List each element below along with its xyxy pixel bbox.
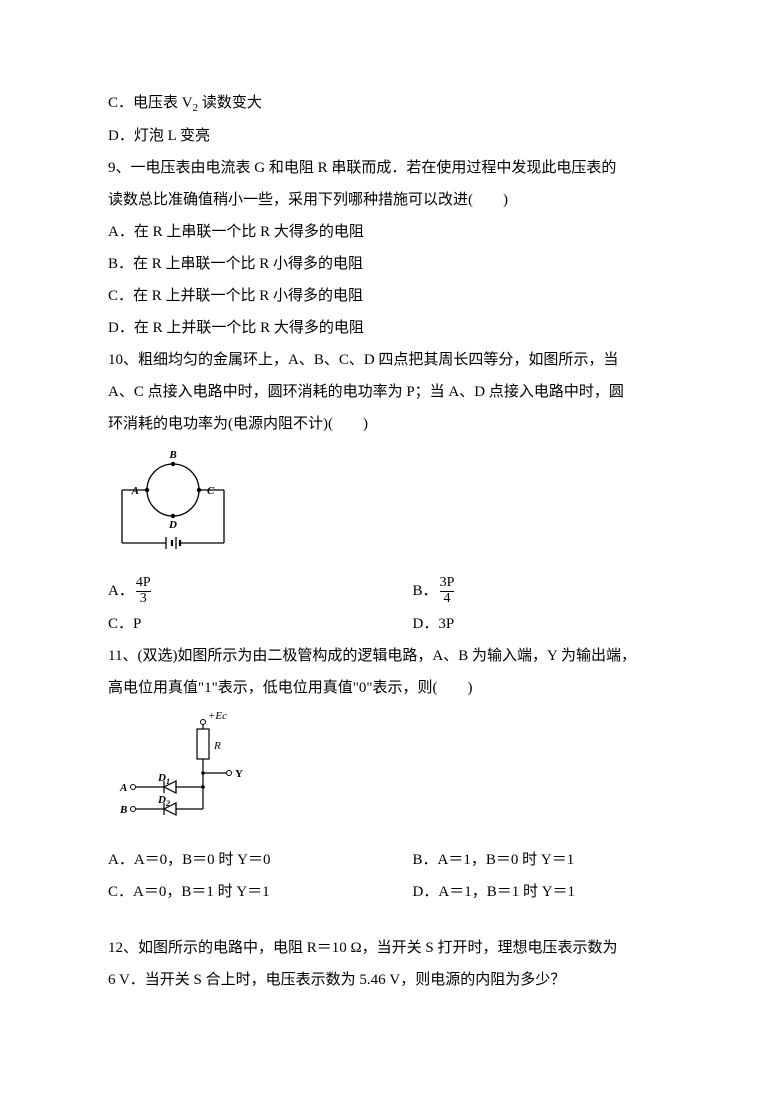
q10-label-a: A [131, 485, 139, 497]
q11-label-r: R [213, 740, 221, 752]
q9-stem-2: 读数总比准确值稍小一些，采用下列哪种措施可以改进( ) [108, 185, 672, 215]
q11-option-d: D．A＝1，B＝1 时 Y＝1 [413, 877, 672, 907]
q11-option-a: A．A＝0，B＝0 时 Y＝0 [108, 845, 413, 875]
q10-row-ab: A．4P3 B．3P4 [108, 576, 672, 607]
q11-stem-1: 11、(双选)如图所示为由二极管构成的逻辑电路，A、B 为输入端，Y 为输出端， [108, 641, 672, 671]
q11-row-ab: A．A＝0，B＝0 时 Y＝0 B．A＝1，B＝0 时 Y＝1 [108, 845, 672, 875]
q10-label-b: B [168, 449, 176, 461]
q10-label-c: C [207, 485, 215, 497]
q11-svg: +Ec R Y A D1 B D2 [108, 709, 258, 824]
q8-option-d: D．灯泡 L 变亮 [108, 121, 672, 151]
q10-stem-3: 环消耗的电功率为(电源内阻不计)( ) [108, 409, 672, 439]
q10-row-cd: C．P D．3P [108, 609, 672, 639]
q11-row-cd: C．A＝0，B＝1 时 Y＝1 D．A＝1，B＝1 时 Y＝1 [108, 877, 672, 907]
q9-stem-1: 9、一电压表由电流表 G 和电阻 R 串联而成．若在使用过程中发现此电压表的 [108, 153, 672, 183]
spacer [108, 909, 672, 933]
q9-option-d: D．在 R 上并联一个比 R 大得多的电阻 [108, 313, 672, 343]
q10-option-b: B．3P4 [413, 576, 672, 607]
q11-label-b: B [119, 804, 127, 816]
q9-option-c: C．在 R 上并联一个比 R 小得多的电阻 [108, 281, 672, 311]
q11-option-b: B．A＝1，B＝0 时 Y＝1 [413, 845, 672, 875]
q10-svg: B A C D [108, 445, 238, 555]
q10-stem-1: 10、粗细均匀的金属环上，A、B、C、D 四点把其周长四等分，如图所示，当 [108, 345, 672, 375]
q11-stem-2: 高电位用真值"1"表示，低电位用真值"0"表示，则( ) [108, 673, 672, 703]
q8-option-c: C．电压表 V2 读数变大 [108, 88, 672, 119]
q10-a-fraction: 4P3 [136, 576, 151, 606]
q9-option-b: B．在 R 上串联一个比 R 小得多的电阻 [108, 249, 672, 279]
q11-label-ec: +Ec [208, 710, 227, 722]
q12-stem-1: 12、如图所示的电路中，电阻 R＝10 Ω，当开关 S 打开时，理想电压表示数为 [108, 933, 672, 963]
q10-label-d: D [168, 519, 177, 531]
q11-label-d1: D1 [157, 772, 170, 786]
q10-diagram: B A C D [108, 445, 672, 566]
q11-label-d2: D2 [157, 794, 170, 808]
q11-option-c: C．A＝0，B＝1 时 Y＝1 [108, 877, 413, 907]
q10-b-fraction: 3P4 [440, 576, 455, 606]
q8-c-tail: 读数变大 [198, 95, 262, 111]
q10-stem-2: A、C 点接入电路中时，圆环消耗的电功率为 P；当 A、D 点接入电路中时，圆 [108, 377, 672, 407]
q10-option-a: A．4P3 [108, 576, 413, 607]
q9-option-a: A．在 R 上串联一个比 R 大得多的电阻 [108, 217, 672, 247]
q10-option-c: C．P [108, 609, 413, 639]
q11-diagram: +Ec R Y A D1 B D2 [108, 709, 672, 835]
q11-label-a: A [119, 782, 127, 794]
q8-c-text: C．电压表 V [108, 95, 193, 111]
q12-stem-2: 6 V．当开关 S 合上时，电压表示数为 5.46 V，则电源的内阻为多少？ [108, 965, 672, 995]
q11-label-y: Y [235, 768, 243, 780]
q10-option-d: D．3P [413, 609, 672, 639]
